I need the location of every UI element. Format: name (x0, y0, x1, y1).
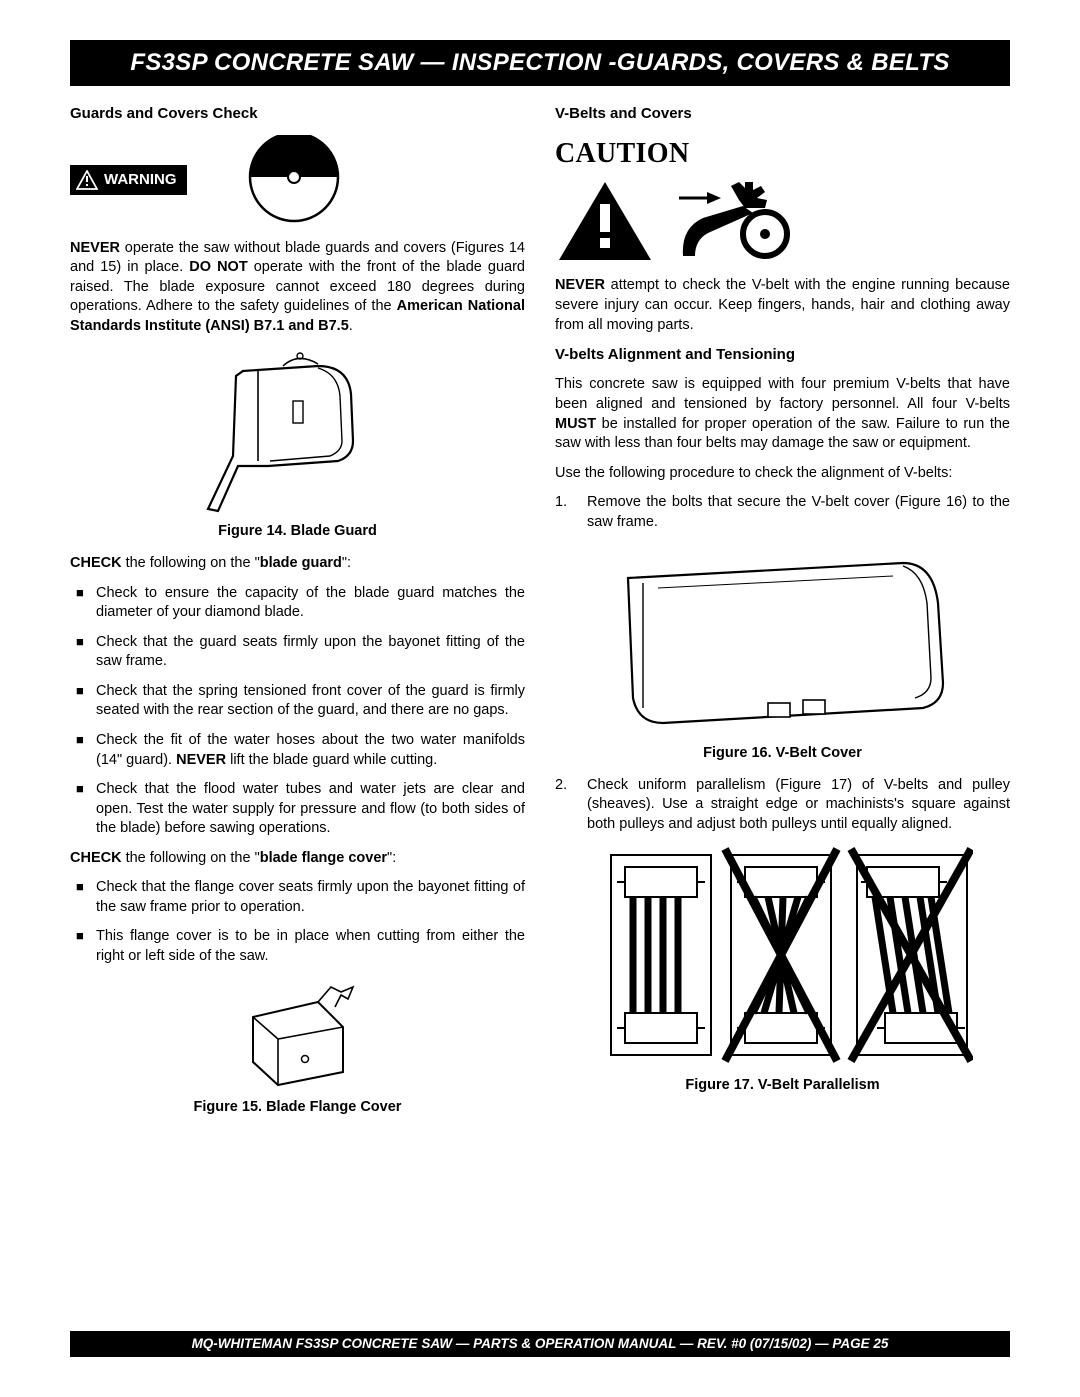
vbelt-procedure-intro: Use the following procedure to check the… (555, 464, 1010, 484)
check-blade-guard-line: CHECK the following on the "blade guard"… (70, 554, 525, 574)
right-column: V-Belts and Covers CAUTION (555, 104, 1010, 1129)
blade-guard-checklist: Check to ensure the capacity of the blad… (70, 584, 525, 839)
vbelt-steps-2: 2.Check uniform parallelism (Figure 17) … (555, 776, 1010, 835)
saw-blade-icon (239, 135, 349, 225)
two-column-layout: Guards and Covers Check WARNING (70, 104, 1010, 1129)
left-column: Guards and Covers Check WARNING (70, 104, 525, 1129)
list-item: Check that the flange cover seats firmly… (70, 878, 525, 917)
list-item: Check that the guard seats firmly upon t… (70, 633, 525, 672)
vbelt-parallelism-illustration (593, 845, 973, 1070)
step-2: 2.Check uniform parallelism (Figure 17) … (555, 776, 1010, 835)
vbelt-cover-illustration (603, 548, 963, 738)
list-item: Check to ensure the capacity of the blad… (70, 584, 525, 623)
warning-badge: WARNING (70, 165, 187, 195)
never-bold: NEVER (70, 240, 120, 256)
vbelt-must-paragraph: This concrete saw is equipped with four … (555, 375, 1010, 453)
flange-cover-checklist: Check that the flange cover seats firmly… (70, 878, 525, 966)
list-item: Check that the flood water tubes and wat… (70, 780, 525, 839)
guards-warning-paragraph: NEVER operate the saw without blade guar… (70, 239, 525, 337)
vbelts-covers-heading: V-Belts and Covers (555, 104, 1010, 124)
guards-covers-heading: Guards and Covers Check (70, 104, 525, 124)
donot-bold: DO NOT (189, 259, 247, 275)
check-flange-cover-line: CHECK the following on the "blade flange… (70, 849, 525, 869)
blade-guard-illustration (198, 346, 398, 516)
step-1: 1.Remove the bolts that secure the V-bel… (555, 493, 1010, 532)
caution-heading: CAUTION (555, 135, 1010, 173)
page: FS3SP CONCRETE SAW — INSPECTION -GUARDS,… (0, 0, 1080, 1397)
warning-label: WARNING (104, 170, 177, 190)
list-item: This flange cover is to be in place when… (70, 927, 525, 966)
belt-pulley-hand-icon (673, 178, 813, 264)
list-item: Check the fit of the water hoses about t… (70, 731, 525, 770)
warning-triangle-icon (76, 170, 98, 190)
blade-flange-cover-illustration (223, 977, 373, 1092)
warning-row: WARNING (70, 135, 525, 225)
vbelt-steps: 1.Remove the bolts that secure the V-bel… (555, 493, 1010, 532)
figure-17-caption: Figure 17. V-Belt Parallelism (555, 1076, 1010, 1096)
vbelt-warning-paragraph: NEVER attempt to check the V-belt with t… (555, 276, 1010, 335)
figure-15-caption: Figure 15. Blade Flange Cover (70, 1098, 525, 1118)
caution-row (555, 178, 1010, 264)
caution-triangle-icon (555, 178, 655, 264)
vbelts-alignment-heading: V-belts Alignment and Tensioning (555, 345, 1010, 365)
list-item: Check that the spring tensioned front co… (70, 682, 525, 721)
figure-14-caption: Figure 14. Blade Guard (70, 522, 525, 542)
footer-bar: MQ-WHITEMAN FS3SP CONCRETE SAW — PARTS &… (70, 1331, 1010, 1357)
figure-16-caption: Figure 16. V-Belt Cover (555, 744, 1010, 764)
page-title-bar: FS3SP CONCRETE SAW — INSPECTION -GUARDS,… (70, 40, 1010, 86)
